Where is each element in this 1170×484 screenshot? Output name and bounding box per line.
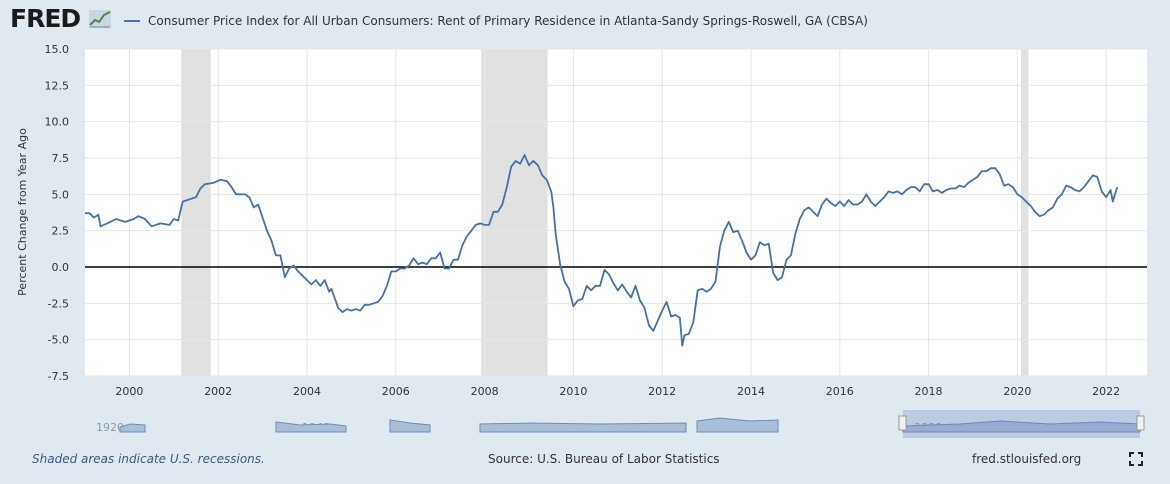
source-text: Source: U.S. Bureau of Labor Statistics <box>488 452 720 466</box>
x-tick-label: 2014 <box>737 385 765 398</box>
x-tick-label: 2006 <box>382 385 410 398</box>
line-chart-icon <box>89 10 111 28</box>
y-axis-label: Percent Change from Year Ago <box>16 128 29 296</box>
y-tick-label: 2.5 <box>52 225 70 238</box>
fred-logo[interactable]: FRED <box>10 4 81 33</box>
recession-bands <box>181 49 1029 376</box>
fullscreen-icon[interactable] <box>1128 451 1144 467</box>
y-axis-ticks: 15.0 12.5 10.0 7.5 5.0 2.5 0.0 -2.5 -5.0 -7.5 <box>45 43 70 383</box>
range-navigator[interactable]: 192019401960198020002020 <box>85 402 1147 438</box>
plot-background <box>85 49 1147 376</box>
legend-swatch <box>124 20 140 22</box>
x-tick-label: 2012 <box>648 385 676 398</box>
chart: 15.0 12.5 10.0 7.5 5.0 2.5 0.0 -2.5 -5.0 -7.5 200… <box>16 43 1147 438</box>
recession-band-0 <box>181 49 211 376</box>
grid-lines <box>85 48 1147 377</box>
series-line[interactable] <box>85 154 1119 347</box>
x-axis-ticks: 2000 2002 2004 2006 2008 2010 2012 2014 2016 2018… <box>115 385 1120 398</box>
recession-band-1 <box>481 49 548 376</box>
x-tick-label: 2002 <box>204 385 232 398</box>
chart-header: FRED Consumer Price Index for All Urban … <box>0 0 1170 40</box>
site-link[interactable]: fred.stlouisfed.org <box>972 452 1082 466</box>
navigator-selection[interactable] <box>903 410 1140 438</box>
navigator-label: 1920 <box>96 421 124 434</box>
x-tick-label: 2004 <box>293 385 321 398</box>
chart-legend: Consumer Price Index for All Urban Consu… <box>124 12 868 30</box>
y-tick-label: -2.5 <box>48 297 69 310</box>
x-tick-label: 2022 <box>1092 385 1120 398</box>
x-tick-label: 2018 <box>915 385 943 398</box>
x-tick-label: 2020 <box>1003 385 1031 398</box>
y-tick-label: 0.0 <box>52 261 70 274</box>
y-tick-label: -5.0 <box>48 334 69 347</box>
y-tick-label: 10.0 <box>45 116 70 129</box>
x-tick-label: 2000 <box>115 385 143 398</box>
x-tick-label: 2008 <box>471 385 499 398</box>
recession-band-2 <box>1020 49 1029 376</box>
navigator-handle-right[interactable] <box>1136 415 1145 431</box>
y-tick-label: 5.0 <box>52 188 70 201</box>
y-tick-label: 7.5 <box>52 152 70 165</box>
navigator-series <box>119 417 1141 433</box>
y-tick-label: 15.0 <box>45 43 70 56</box>
recession-note: Shaded areas indicate U.S. recessions. <box>32 452 265 466</box>
legend-series-label[interactable]: Consumer Price Index for All Urban Consu… <box>148 14 868 28</box>
navigator-handle-left[interactable] <box>898 415 907 431</box>
x-tick-label: 2010 <box>559 385 587 398</box>
y-tick-label: -7.5 <box>48 370 69 383</box>
y-tick-label: 12.5 <box>45 79 70 92</box>
x-tick-label: 2016 <box>826 385 854 398</box>
